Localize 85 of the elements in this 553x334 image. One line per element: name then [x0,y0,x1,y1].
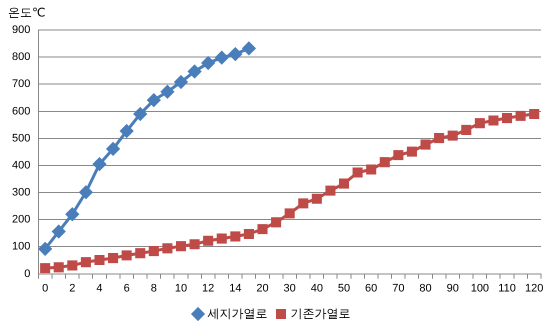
point [298,198,308,208]
y-tick-label: 700 [12,78,30,90]
point [79,186,92,199]
legend-label: 기존가열로 [290,306,350,320]
x-tick-label: 10 [174,282,188,294]
point [38,242,52,256]
x-tick-label: 60 [365,282,378,294]
point [174,76,188,89]
point [380,157,390,168]
x-tick-label: 8 [150,282,157,294]
point [325,186,336,196]
y-axis-title: 온도℃ [8,5,46,20]
point [160,85,174,98]
point [52,225,66,238]
y-tick-label: 500 [12,132,30,144]
x-tick-label: 120 [525,282,544,294]
point [94,254,105,266]
point [474,118,485,128]
point [420,140,431,150]
point [352,167,363,178]
point [448,130,458,141]
x-tick-label: 100 [470,282,490,294]
point [135,248,146,258]
y-tick-label: 200 [12,214,30,226]
point [406,146,417,157]
y-tick-label: 600 [12,105,30,118]
point [108,253,118,264]
x-tick-label: 14 [229,282,242,294]
point [228,48,242,61]
point [244,228,254,240]
point [54,262,64,272]
point [338,178,350,189]
point [80,257,91,268]
y-tick-label: 100 [12,240,30,253]
point [106,142,120,156]
point [120,124,134,138]
x-tick-label: 80 [419,282,432,294]
point [215,51,228,64]
x-tick-label: 40 [310,282,323,294]
point [190,239,200,250]
point [488,115,498,126]
point [202,56,215,70]
y-tick-label: 400 [12,159,30,172]
point [366,164,376,175]
x-tick-label: 110 [498,282,516,294]
point [176,241,186,252]
point [434,133,444,144]
point [393,150,404,160]
point [216,234,227,244]
x-tick-label: 4 [96,282,103,294]
x-tick-label: 50 [338,282,350,294]
point [242,42,256,55]
point [162,243,172,254]
x-tick-label: 30 [284,282,296,294]
x-tick-label: 0 [42,282,48,294]
point [502,113,512,124]
point [312,194,322,204]
y-tick-label: 300 [12,186,30,199]
point [529,108,540,120]
legend-label: 세지가열로 [208,306,268,320]
point [147,94,160,107]
x-tick-label: 2 [69,282,76,294]
y-tick-label: 0 [24,268,30,280]
point [134,107,147,120]
x-tick-label: 90 [446,282,459,294]
point [122,250,132,260]
point [66,208,79,221]
point [230,231,240,242]
x-tick-label: 6 [124,282,130,294]
x-tick-label: 20 [256,282,269,294]
point [257,224,268,234]
x-tick-label: 70 [392,282,404,294]
y-tick-label: 900 [12,24,30,36]
point [67,260,78,270]
point [284,208,295,218]
point [188,64,202,78]
point [461,124,472,135]
point [40,263,50,274]
point [203,236,214,246]
point [516,110,526,121]
x-tick-label: 12 [202,282,214,294]
point [271,217,282,228]
point [92,158,106,171]
point [148,246,159,256]
y-tick-label: 800 [12,51,30,64]
